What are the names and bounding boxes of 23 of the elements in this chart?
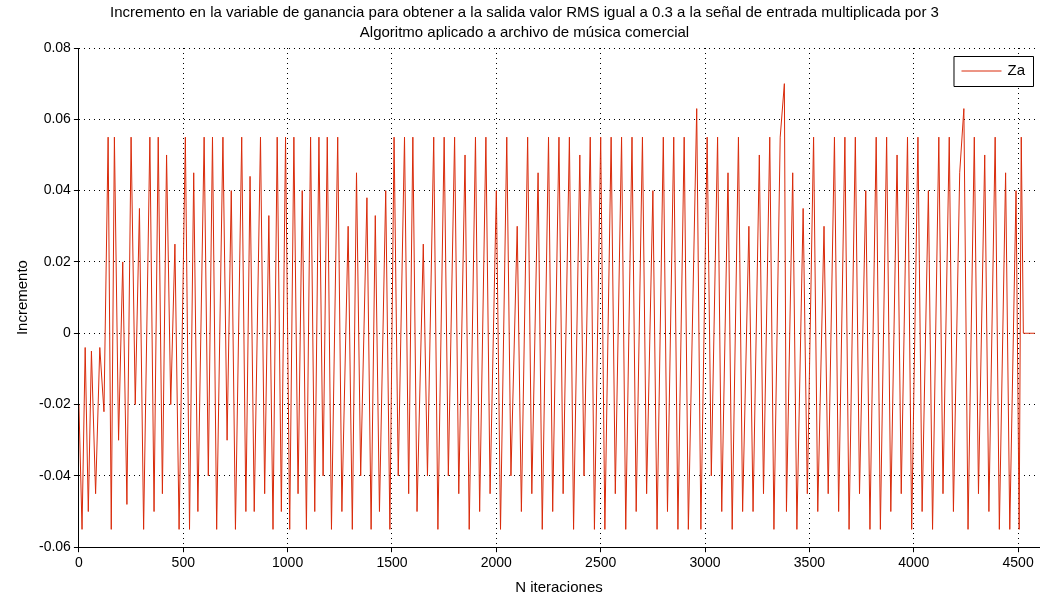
y-tick-label: 0.06 [43,110,72,127]
y-tick-label: 0 [63,324,72,341]
x-tick-label: 3000 [689,554,721,571]
y-tick-label: 0.04 [43,181,72,198]
y-axis-title: Incremento [13,260,31,336]
x-tick-label: 500 [171,554,196,571]
chart-subtitle: Algoritmo aplicado a archivo de música comercial [359,23,690,41]
x-tick-label: 4500 [1002,554,1034,571]
chart-title: Incremento en la variable de ganancia para obtener a la salida valor RMS igual a 0.3 a la señal de entrada multiplicada por 3 [110,3,939,21]
x-tick-label: 3500 [793,554,826,571]
y-tick-label: 0.08 [43,38,72,55]
y-tick-label: -0.06 [38,538,72,555]
x-tick-label: 2000 [480,554,513,571]
x-axis-title: N iteraciones [515,578,603,596]
x-tick-label: 1500 [376,554,408,571]
x-tick-label: 4000 [898,554,930,571]
y-tick-label: -0.04 [38,466,72,483]
y-tick-label: 0.02 [43,252,72,269]
x-tick-label: 2500 [585,554,617,571]
y-tick-label: -0.02 [38,395,72,412]
x-tick-label: 0 [75,554,84,571]
x-tick-label: 1000 [272,554,304,571]
legend-label: Za [1007,61,1026,79]
